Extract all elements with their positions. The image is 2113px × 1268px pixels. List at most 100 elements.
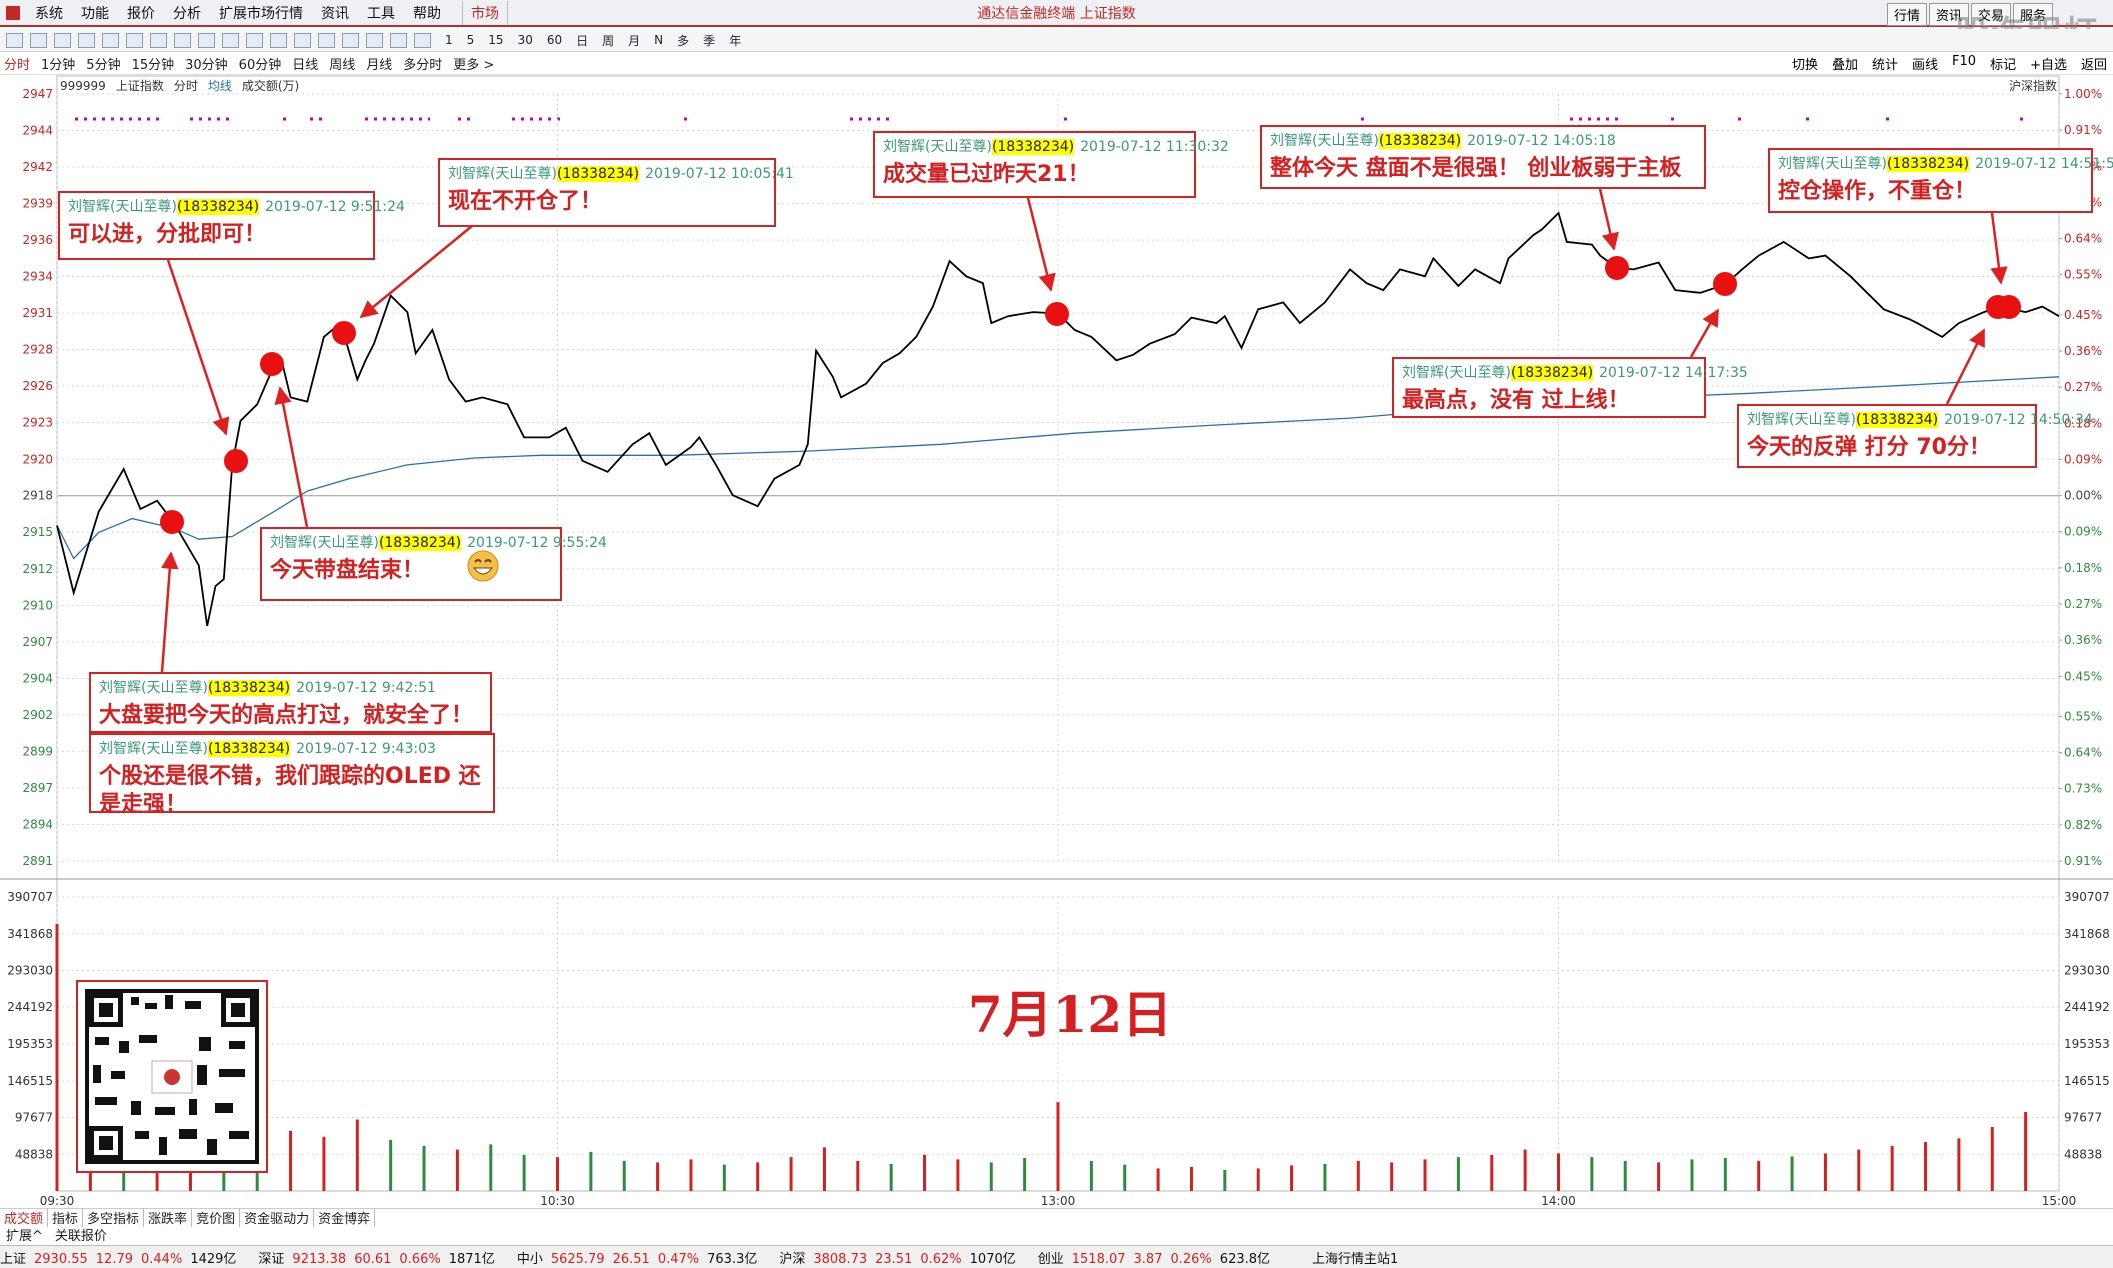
indicator-tab[interactable]: 竞价图 [192, 1207, 241, 1227]
y2-tick-label: 0.18% [2064, 561, 2102, 575]
period-item[interactable]: 多分时 [403, 58, 443, 73]
tool-icon[interactable] [54, 32, 71, 48]
tool-icon[interactable] [414, 32, 431, 48]
index-name: 上证指数 [115, 79, 164, 93]
sub-tab[interactable]: 关联报价 [54, 1229, 107, 1244]
tool-item[interactable]: 统计 [1872, 58, 1899, 73]
tool-item[interactable]: 叠加 [1831, 58, 1858, 73]
x-tick-label: 10:30 [540, 1194, 575, 1208]
quote-name: 创业 [1037, 1251, 1064, 1267]
tool-icon[interactable] [366, 32, 383, 48]
market-tab[interactable]: 市场 [462, 0, 508, 25]
window-button[interactable]: 行情 [1886, 3, 1927, 26]
annotation-id: (18338234) [991, 139, 1075, 155]
indicator-tab[interactable]: 指标 [48, 1207, 84, 1227]
volume-bar [289, 1130, 293, 1191]
volume-tick-label: 146515 [7, 1074, 53, 1088]
tool-icon[interactable] [318, 32, 335, 48]
period-button[interactable]: 5 [466, 33, 475, 47]
period-item[interactable]: 分时 [4, 58, 31, 73]
period-button[interactable]: 60 [546, 33, 563, 47]
volume-tick-label: 293030 [7, 964, 53, 978]
volume-bar [1423, 1159, 1427, 1191]
quote: 沪深 3808.73 23.51 0.62% 1070亿 [779, 1248, 1023, 1267]
indicator-tab[interactable]: 多空指标 [83, 1207, 145, 1227]
tool-item[interactable]: F10 [1952, 54, 1977, 69]
period-button[interactable]: 周 [602, 33, 615, 48]
tool-item[interactable]: 画线 [1912, 58, 1939, 73]
window-button[interactable]: 交易 [1970, 3, 2011, 26]
date-label: 7月12日 [967, 985, 1173, 1044]
tool-icon[interactable] [390, 32, 407, 48]
period-item[interactable]: 日线 [292, 58, 319, 73]
y-tick-label: 2944 [22, 123, 53, 137]
volume-bar [556, 1157, 559, 1191]
tool-item[interactable]: +自选 [2030, 58, 2067, 73]
period-button[interactable]: 多 [677, 33, 690, 48]
period-button[interactable]: 年 [729, 33, 742, 48]
period-item[interactable]: 更多 > [453, 58, 495, 73]
window-button[interactable]: 资讯 [1928, 3, 1969, 26]
tool-icon[interactable] [342, 32, 359, 48]
tool-icon[interactable] [126, 32, 143, 48]
volume-bar [1356, 1160, 1360, 1191]
tool-icon[interactable] [246, 32, 263, 48]
quote-price: 2930.55 [34, 1251, 88, 1267]
tool-icon[interactable] [6, 32, 23, 48]
period-item[interactable]: 周线 [329, 58, 356, 73]
indicator-tab[interactable]: 涨跌率 [144, 1207, 193, 1227]
volume-bar [856, 1160, 860, 1191]
quote-percent: 0.26% [1170, 1251, 1212, 1267]
period-button[interactable]: 30 [517, 33, 533, 47]
quote-name: 中小 [516, 1251, 543, 1267]
period-item[interactable]: 5分钟 [86, 58, 121, 73]
tool-icon[interactable] [198, 32, 215, 48]
period-button[interactable]: 日 [576, 33, 589, 48]
indicator-tab[interactable]: 资金博弈 [314, 1207, 376, 1227]
tool-item[interactable]: 标记 [1990, 58, 2017, 73]
tool-icon[interactable] [102, 32, 119, 48]
chart-tools: 切换 叠加 统计 画线 F10 标记 +自选 返回 [1778, 54, 2107, 73]
tool-icon[interactable] [294, 32, 311, 48]
period-item[interactable]: 30分钟 [185, 58, 228, 73]
volume-bar [2024, 1111, 2028, 1191]
y2-tick-label: 0.55% [2064, 268, 2102, 282]
window-button[interactable]: 服务 [2012, 3, 2053, 26]
tool-icon[interactable] [30, 32, 47, 48]
tool-icon[interactable] [174, 32, 191, 48]
tool-icon[interactable] [270, 32, 287, 48]
menu-item[interactable]: 报价 [127, 5, 155, 22]
volume-bar [656, 1162, 660, 1191]
menu-item[interactable]: 系统 [35, 5, 63, 22]
period-button[interactable]: 季 [703, 33, 716, 48]
tool-icon[interactable] [78, 32, 95, 48]
period-button[interactable]: 1 [445, 33, 453, 47]
y-tick-label: 2899 [22, 744, 53, 758]
period-button[interactable]: 15 [488, 33, 504, 47]
tool-item[interactable]: 返回 [2080, 58, 2107, 73]
period-item[interactable]: 60分钟 [238, 58, 282, 73]
period-button[interactable]: 月 [628, 33, 641, 48]
menu-item[interactable]: 工具 [367, 5, 395, 22]
tool-icon[interactable] [150, 32, 167, 48]
y2-tick-label: 0.09% [2064, 452, 2102, 466]
period-item[interactable]: 15分钟 [131, 58, 175, 73]
menu-item[interactable]: 资讯 [321, 5, 349, 22]
period-button[interactable]: N [654, 33, 664, 47]
indicator-tab[interactable]: 成交额 [0, 1207, 49, 1227]
indicator-tab[interactable]: 资金驱动力 [240, 1207, 315, 1227]
period-item[interactable]: 月线 [366, 58, 393, 73]
tool-icon[interactable] [222, 32, 239, 48]
period-item[interactable]: 1分钟 [41, 58, 76, 73]
menu-item[interactable]: 扩展市场行情 [219, 5, 303, 22]
menu-item[interactable]: 帮助 [413, 5, 441, 22]
annotation-text: 现在不开仓了！ [448, 189, 603, 214]
volume-bar [1857, 1149, 1861, 1191]
menu-item[interactable]: 分析 [173, 5, 201, 22]
sub-tab[interactable]: 扩展^ [6, 1229, 43, 1244]
annotation: 刘智辉(天山至尊)(18338234) 2019-07-12 14:51:58 控仓… [1768, 148, 2113, 213]
menu-item[interactable]: 功能 [81, 5, 109, 22]
indicator-tabs: 成交额 指标 多空指标 涨跌率 竞价图 资金驱动力 资金博弈 [0, 1207, 2113, 1227]
period-bar: 分时 1分钟 5分钟 15分钟 30分钟 60分钟 日线 周线 月线 多分时 更多 > 切换 叠加 统计… [0, 53, 2113, 75]
tool-item[interactable]: 切换 [1791, 58, 1818, 73]
